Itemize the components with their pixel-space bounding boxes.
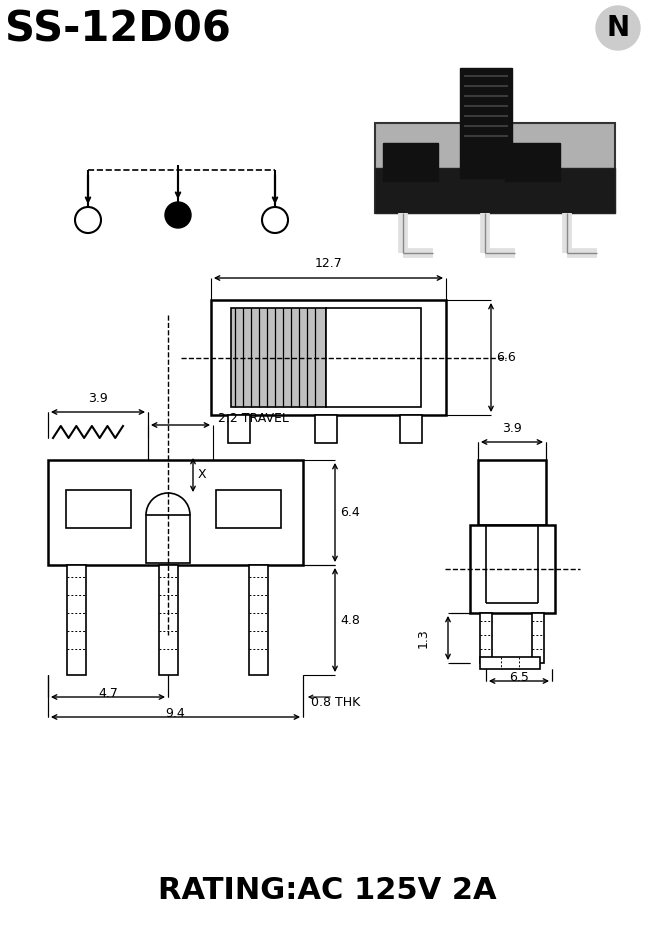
Bar	[326, 308, 421, 407]
Bar	[480, 657, 540, 669]
Bar	[146, 515, 190, 563]
Bar	[315, 415, 337, 443]
Text: X: X	[198, 469, 206, 482]
Text: 6.5: 6.5	[509, 671, 529, 684]
Text: RATING:AC 125V 2A: RATING:AC 125V 2A	[159, 876, 496, 905]
Circle shape	[596, 6, 640, 50]
Text: 4.8: 4.8	[340, 614, 360, 627]
Bar	[48, 460, 303, 565]
Bar	[216, 490, 281, 528]
Text: 6.4: 6.4	[340, 506, 360, 519]
Bar	[460, 68, 512, 178]
Text: 6.6: 6.6	[496, 351, 515, 364]
Bar	[211, 300, 446, 415]
Text: 4.7: 4.7	[98, 687, 118, 700]
Text: 3.9: 3.9	[502, 422, 522, 435]
Bar	[470, 525, 555, 613]
Bar	[249, 565, 268, 675]
Bar	[159, 565, 178, 675]
Bar	[228, 415, 250, 443]
Bar	[505, 143, 560, 181]
Text: 12.7: 12.7	[314, 257, 343, 270]
Text: 1.3: 1.3	[417, 629, 430, 648]
Bar	[67, 565, 86, 675]
Text: SS-12D06: SS-12D06	[5, 8, 231, 50]
Text: 3.9: 3.9	[88, 392, 108, 405]
Bar	[375, 168, 615, 213]
Circle shape	[165, 202, 191, 228]
Bar	[400, 415, 422, 443]
Bar	[383, 143, 438, 181]
Text: N: N	[607, 14, 629, 42]
Bar	[66, 490, 131, 528]
Bar	[480, 613, 492, 663]
Text: 0.8 THK: 0.8 THK	[311, 697, 360, 710]
Text: 9.4: 9.4	[166, 707, 185, 720]
Bar	[478, 460, 546, 525]
Text: 2.2 TRAVEL: 2.2 TRAVEL	[218, 413, 289, 426]
Bar	[231, 308, 326, 407]
Bar	[375, 123, 615, 213]
Bar	[532, 613, 544, 663]
